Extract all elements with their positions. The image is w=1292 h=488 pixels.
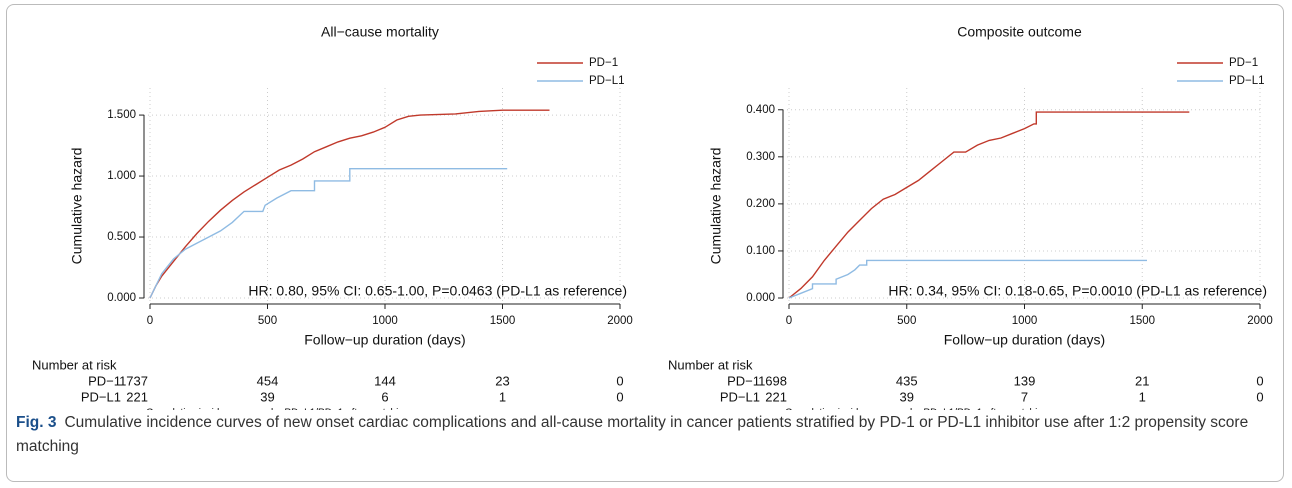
x-tick-label: 1500 bbox=[490, 315, 516, 327]
caption-label: Fig. 3 bbox=[16, 414, 57, 431]
x-tick-label: 500 bbox=[258, 315, 277, 327]
y-tick-label: 0.500 bbox=[107, 231, 136, 243]
risk-row-label: PD−L1 bbox=[81, 389, 121, 404]
x-tick-label: 2000 bbox=[1247, 315, 1273, 327]
risk-count: 0 bbox=[1256, 373, 1263, 388]
risk-row-label: PD−L1 bbox=[720, 389, 760, 404]
risk-count: 221 bbox=[126, 389, 148, 404]
risk-count: 0 bbox=[1256, 389, 1263, 404]
y-axis-label: Cumulative hazard bbox=[708, 148, 724, 265]
risk-table-note: Cumulative incidence curve by PD−L1/PD−1… bbox=[146, 408, 409, 410]
risk-count: 1 bbox=[1139, 389, 1146, 404]
figure: All−cause mortality 0.000 0.500 1.000 1.500 0… bbox=[32, 24, 1273, 410]
risk-table-note: Cumulative incidence curve by PD−L1/PD−1… bbox=[785, 408, 1048, 410]
risk-count: 435 bbox=[896, 373, 918, 388]
risk-count: 221 bbox=[765, 389, 787, 404]
x-tick-label: 1500 bbox=[1129, 315, 1155, 327]
x-tick-label: 500 bbox=[897, 315, 916, 327]
caption-text: Cumulative incidence curves of new onset… bbox=[16, 414, 1249, 455]
y-tick-label: 0.000 bbox=[746, 292, 775, 304]
figure-frame bbox=[6, 4, 1284, 482]
risk-count: 144 bbox=[374, 373, 396, 388]
x-tick-label: 1000 bbox=[1012, 315, 1038, 327]
y-axis-label: Cumulative hazard bbox=[69, 148, 85, 265]
risk-count: 454 bbox=[257, 373, 279, 388]
risk-table-title: Number at risk bbox=[32, 357, 117, 372]
risk-row-label: PD−1 bbox=[88, 373, 121, 388]
x-axis-label: Follow−up duration (days) bbox=[944, 332, 1105, 348]
legend-label: PD−1 bbox=[589, 57, 618, 69]
y-tick-label: 0.400 bbox=[746, 104, 775, 116]
risk-table-title: Number at risk bbox=[668, 357, 753, 372]
risk-count: 7 bbox=[1021, 389, 1028, 404]
risk-count: 1 bbox=[499, 389, 506, 404]
y-tick-label: 0.000 bbox=[107, 292, 136, 304]
legend-label: PD−1 bbox=[1229, 57, 1258, 69]
risk-count: 39 bbox=[900, 389, 914, 404]
series-line bbox=[149, 168, 508, 299]
x-tick-label: 2000 bbox=[607, 315, 633, 327]
legend-label: PD−L1 bbox=[1229, 75, 1264, 87]
y-tick-label: 1.500 bbox=[107, 109, 136, 121]
series-line bbox=[788, 111, 1190, 299]
x-axis-label: Follow−up duration (days) bbox=[304, 332, 465, 348]
y-tick-label: 0.300 bbox=[746, 151, 775, 163]
risk-count: 39 bbox=[260, 389, 274, 404]
x-tick-label: 0 bbox=[147, 315, 153, 327]
risk-count: 0 bbox=[616, 373, 623, 388]
legend-label: PD−L1 bbox=[589, 75, 624, 87]
annotation: HR: 0.34, 95% CI: 0.18-0.65, P=0.0010 (P… bbox=[888, 283, 1267, 299]
chart-title: All−cause mortality bbox=[321, 24, 439, 40]
caption: Fig. 3 Cumulative incidence curves of new… bbox=[16, 411, 1278, 459]
chart-title: Composite outcome bbox=[957, 24, 1082, 40]
x-tick-label: 1000 bbox=[372, 315, 398, 327]
y-tick-label: 1.000 bbox=[107, 170, 136, 182]
y-tick-label: 0.100 bbox=[746, 245, 775, 257]
risk-count: 23 bbox=[495, 373, 509, 388]
risk-count: 6 bbox=[381, 389, 388, 404]
y-tick-label: 0.200 bbox=[746, 198, 775, 210]
series-line bbox=[788, 259, 1147, 299]
x-tick-label: 0 bbox=[786, 315, 792, 327]
risk-count: 1737 bbox=[119, 373, 148, 388]
risk-row-label: PD−1 bbox=[727, 373, 760, 388]
annotation: HR: 0.80, 95% CI: 0.65-1.00, P=0.0463 (P… bbox=[248, 283, 627, 299]
risk-count: 0 bbox=[616, 389, 623, 404]
risk-count: 21 bbox=[1135, 373, 1149, 388]
risk-count: 139 bbox=[1014, 373, 1036, 388]
risk-count: 1698 bbox=[758, 373, 787, 388]
series-line bbox=[149, 109, 550, 299]
